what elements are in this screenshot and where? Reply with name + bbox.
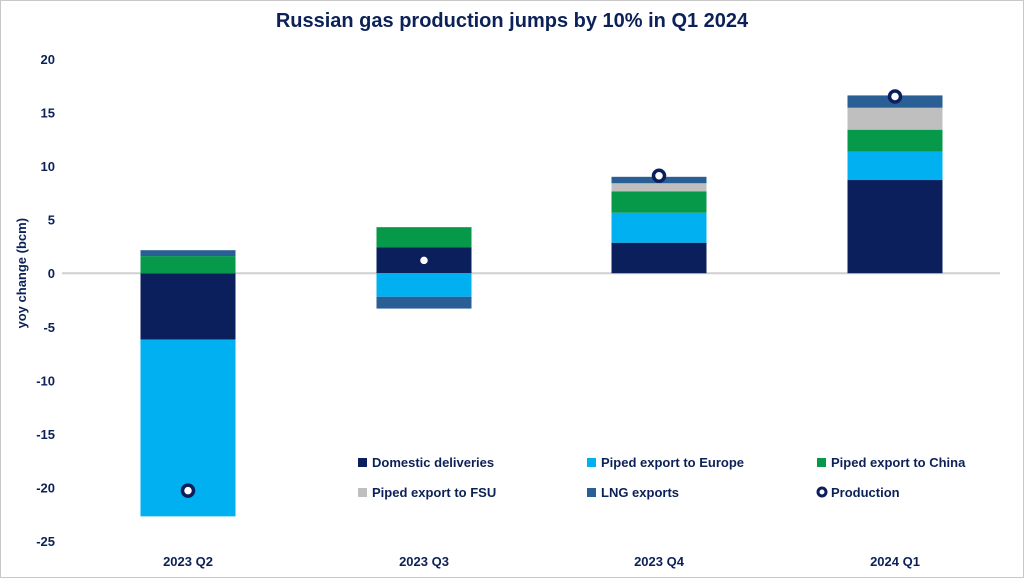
bar-segment-piped-export-to-fsu — [847, 107, 943, 130]
legend-label: Piped export to Europe — [601, 455, 744, 470]
bar-segment-piped-export-to-china — [140, 256, 236, 274]
production-marker — [887, 89, 903, 104]
y-tick-label: 15 — [41, 106, 55, 121]
legend-swatch — [817, 458, 826, 467]
y-tick-label: -15 — [36, 427, 55, 442]
bar-segment-domestic-deliveries — [847, 180, 943, 274]
bar-segment-piped-export-to-china — [376, 227, 472, 248]
chart-title: Russian gas production jumps by 10% in Q… — [275, 10, 749, 32]
legend-label: Piped export to China — [831, 455, 966, 470]
legend-swatch — [587, 458, 596, 467]
x-tick-label: 2024 Q1 — [870, 554, 920, 569]
bar-segment-piped-export-to-europe — [847, 151, 943, 181]
y-tick-label: 5 — [48, 213, 55, 228]
production-marker — [416, 253, 432, 268]
bar-segment-piped-export-to-fsu — [611, 183, 707, 192]
x-tick-label: 2023 Q4 — [634, 554, 685, 569]
production-marker — [180, 483, 196, 498]
legend-swatch — [358, 488, 367, 497]
x-tick-label: 2023 Q3 — [399, 554, 449, 569]
legend-label: Piped export to FSU — [372, 485, 496, 500]
legend-label: LNG exports — [601, 485, 679, 500]
bar-segment-lng-exports — [376, 296, 472, 309]
y-tick-label: -25 — [36, 534, 55, 549]
bar-segment-domestic-deliveries — [611, 242, 707, 274]
x-tick-label: 2023 Q2 — [163, 554, 213, 569]
y-tick-label: 0 — [48, 266, 55, 281]
legend-swatch — [358, 458, 367, 467]
bar-segment-lng-exports — [140, 250, 236, 257]
production-marker — [651, 168, 667, 184]
legend-label: Domestic deliveries — [372, 455, 494, 470]
y-tick-label: -20 — [36, 480, 55, 495]
bar-segment-piped-export-to-europe — [611, 212, 707, 243]
legend-label: Production — [831, 485, 900, 500]
bar-segment-piped-export-to-china — [847, 129, 943, 152]
legend-swatch — [587, 488, 596, 497]
bar-segment-domestic-deliveries — [140, 273, 236, 340]
y-tick-label: 20 — [41, 52, 55, 67]
y-axis-label: yoy change (bcm) — [14, 218, 29, 329]
bar-segment-piped-export-to-china — [611, 191, 707, 213]
bar-segment-piped-export-to-europe — [376, 273, 472, 297]
y-tick-label: -5 — [43, 320, 55, 335]
legend-production-marker — [816, 486, 828, 498]
y-tick-label: -10 — [36, 373, 55, 388]
y-tick-label: 10 — [41, 159, 55, 174]
